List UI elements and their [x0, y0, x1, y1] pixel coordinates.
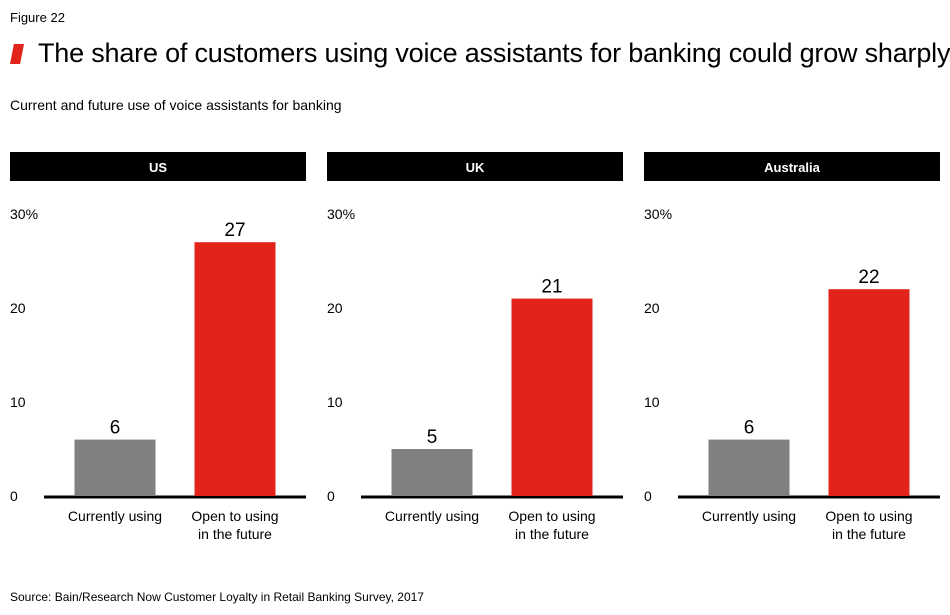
category-label: Currently using [702, 508, 796, 524]
bar-uk-future [511, 298, 593, 496]
title-accent-mark [10, 44, 24, 64]
category-label: Currently using [68, 508, 162, 524]
y-tick-label: 0 [10, 488, 18, 504]
data-label: 21 [541, 277, 562, 298]
bar-australia-current [708, 439, 790, 496]
y-tick-label: 20 [10, 300, 26, 316]
bar-uk-current [391, 449, 473, 496]
bar-us-current [74, 439, 156, 496]
data-label: 6 [110, 418, 121, 439]
y-tick-label: 10 [644, 394, 660, 410]
category-label: Open to using [825, 508, 912, 524]
chart-subtitle: Current and future use of voice assistan… [10, 97, 342, 113]
panel-title-uk: UK [466, 160, 485, 175]
bar-us-future [194, 242, 276, 496]
y-tick-label: 30% [644, 206, 672, 222]
bar-australia-future [828, 289, 910, 496]
y-tick-label: 10 [327, 394, 343, 410]
data-label: 27 [224, 220, 245, 241]
panel-title-us: US [149, 160, 167, 175]
data-label: 22 [858, 267, 879, 288]
category-label: in the future [515, 526, 589, 542]
category-label: in the future [832, 526, 906, 542]
y-tick-label: 0 [644, 488, 652, 504]
y-tick-label: 30% [327, 206, 355, 222]
y-tick-label: 0 [327, 488, 335, 504]
data-label: 5 [427, 427, 438, 448]
category-label: Open to using [191, 508, 278, 524]
y-tick-label: 20 [327, 300, 343, 316]
panel-header-us [10, 152, 306, 181]
y-tick-label: 10 [10, 394, 26, 410]
panel-header-uk [327, 152, 623, 181]
category-label: in the future [198, 526, 272, 542]
category-label: Open to using [508, 508, 595, 524]
data-label: 6 [744, 418, 755, 439]
chart-title: The share of customers using voice assis… [38, 38, 950, 68]
y-tick-label: 20 [644, 300, 660, 316]
panel-header-australia [644, 152, 940, 181]
category-label: Currently using [385, 508, 479, 524]
source-note: Source: Bain/Research Now Customer Loyal… [10, 590, 424, 604]
y-tick-label: 30% [10, 206, 38, 222]
panel-title-australia: Australia [764, 160, 820, 175]
figure-label: Figure 22 [10, 10, 65, 25]
